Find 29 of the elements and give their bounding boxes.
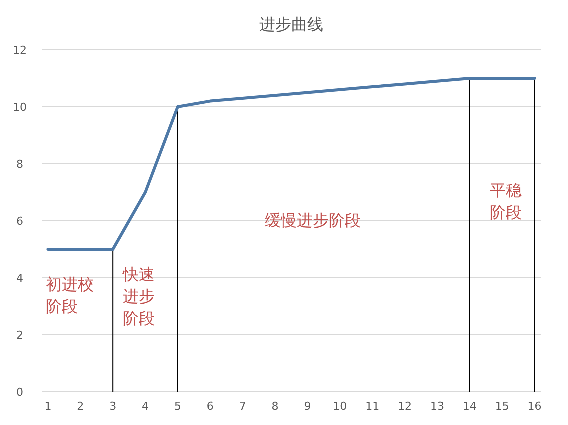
x-tick-label: 10: [333, 400, 348, 413]
x-tick-label: 12: [398, 400, 412, 413]
y-tick-label: 0: [16, 386, 24, 399]
x-tick-label: 8: [272, 400, 279, 413]
x-tick-label: 16: [528, 400, 542, 413]
x-tick-label: 1: [44, 400, 52, 413]
y-tick-label: 10: [13, 101, 27, 114]
x-tick-label: 5: [174, 400, 182, 413]
y-tick-label: 2: [16, 329, 24, 342]
annotation: 平稳阶段: [490, 181, 522, 222]
x-tick-label: 2: [77, 400, 84, 413]
x-tick-label: 6: [206, 400, 214, 413]
x-tick-label: 11: [366, 400, 380, 413]
x-tick-label: 7: [239, 400, 246, 413]
chart-title: 进步曲线: [260, 15, 324, 34]
x-tick-label: 14: [462, 400, 477, 413]
x-tick-label: 3: [110, 400, 117, 413]
y-tick-label: 12: [13, 44, 27, 57]
annotation: 缓慢进步阶段: [265, 211, 361, 230]
line-series: [46, 77, 536, 251]
x-tick-label: 15: [495, 400, 510, 413]
x-tick-label: 4: [142, 400, 150, 413]
y-tick-label: 8: [16, 158, 24, 171]
annotation: 初进校阶段: [46, 275, 94, 316]
x-tick-label: 9: [304, 400, 312, 413]
annotation: 快速进步阶段: [122, 265, 155, 328]
x-tick-label: 13: [430, 400, 444, 413]
y-tick-label: 6: [16, 215, 24, 228]
y-tick-label: 4: [16, 272, 24, 285]
